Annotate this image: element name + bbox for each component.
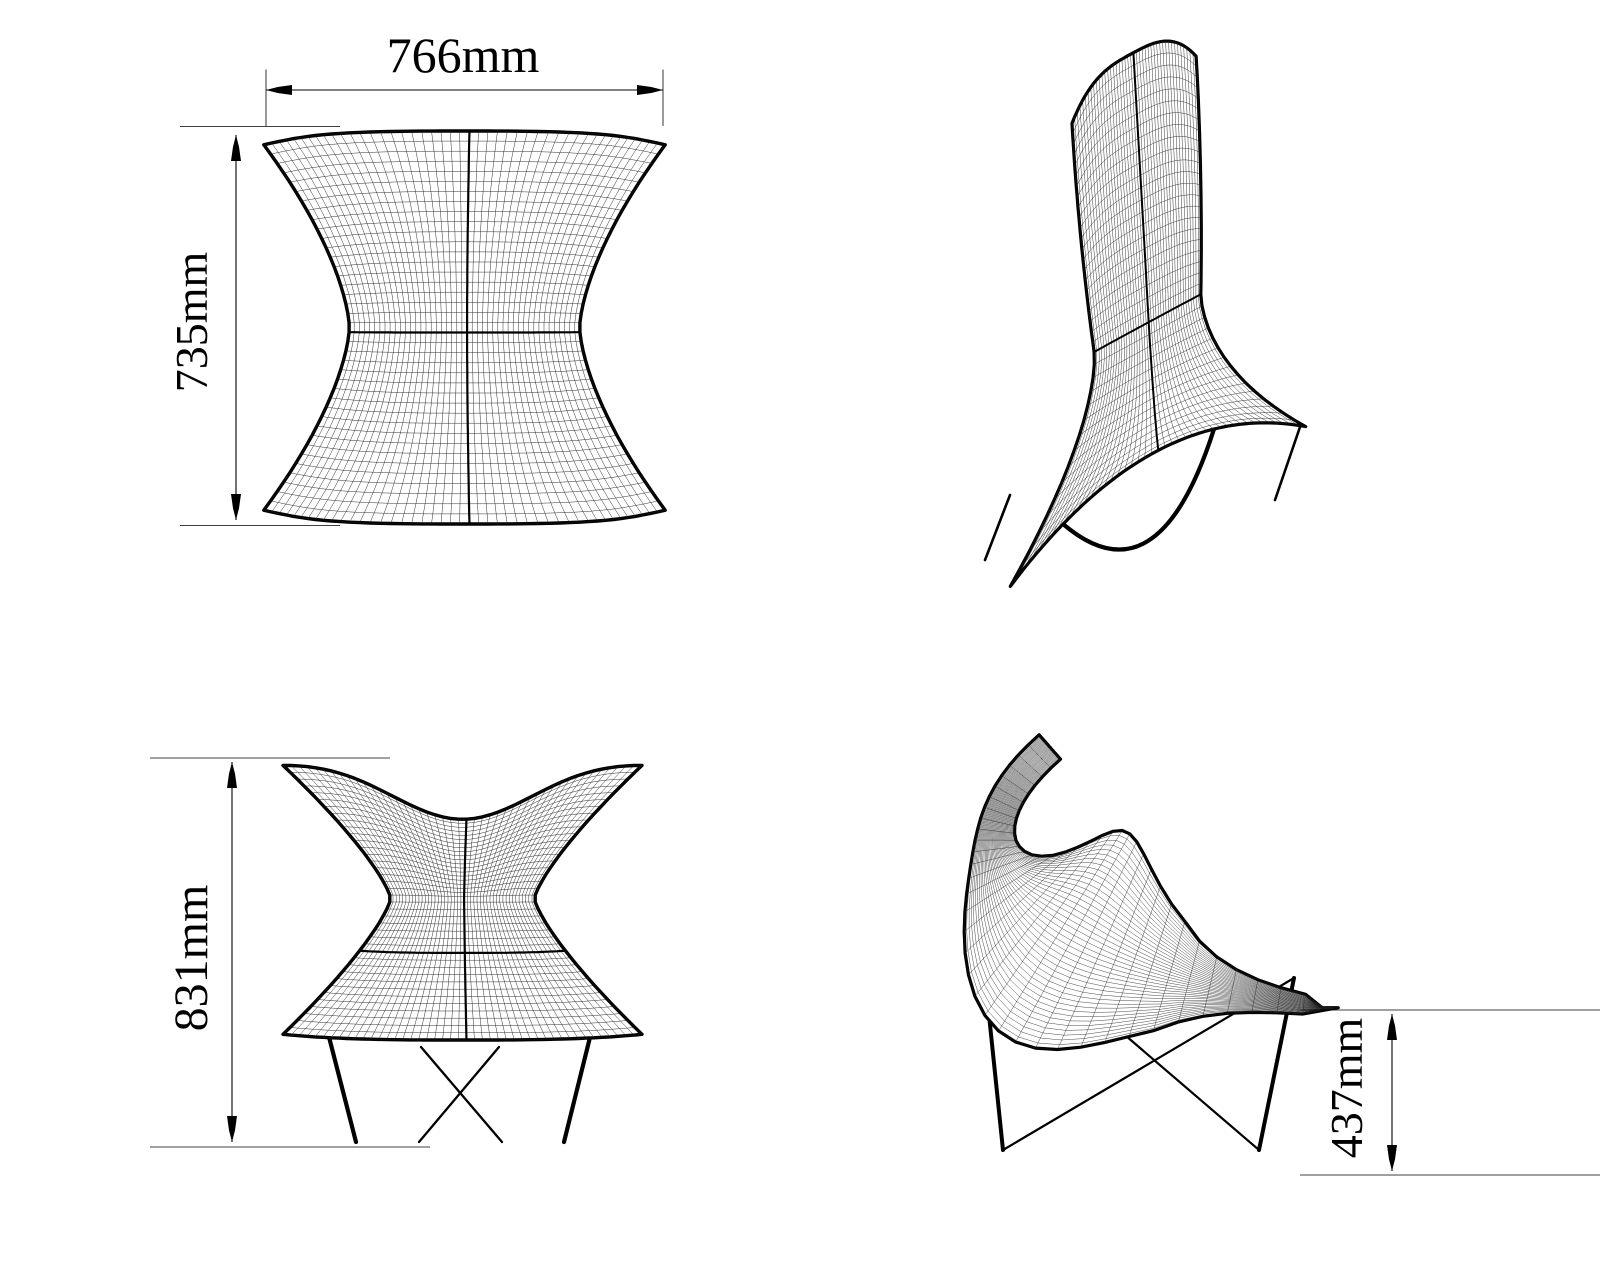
svg-text:735mm: 735mm xyxy=(166,252,217,393)
svg-text:766mm: 766mm xyxy=(387,27,540,83)
svg-text:437mm: 437mm xyxy=(1321,1018,1372,1159)
svg-text:831mm: 831mm xyxy=(165,885,218,1032)
